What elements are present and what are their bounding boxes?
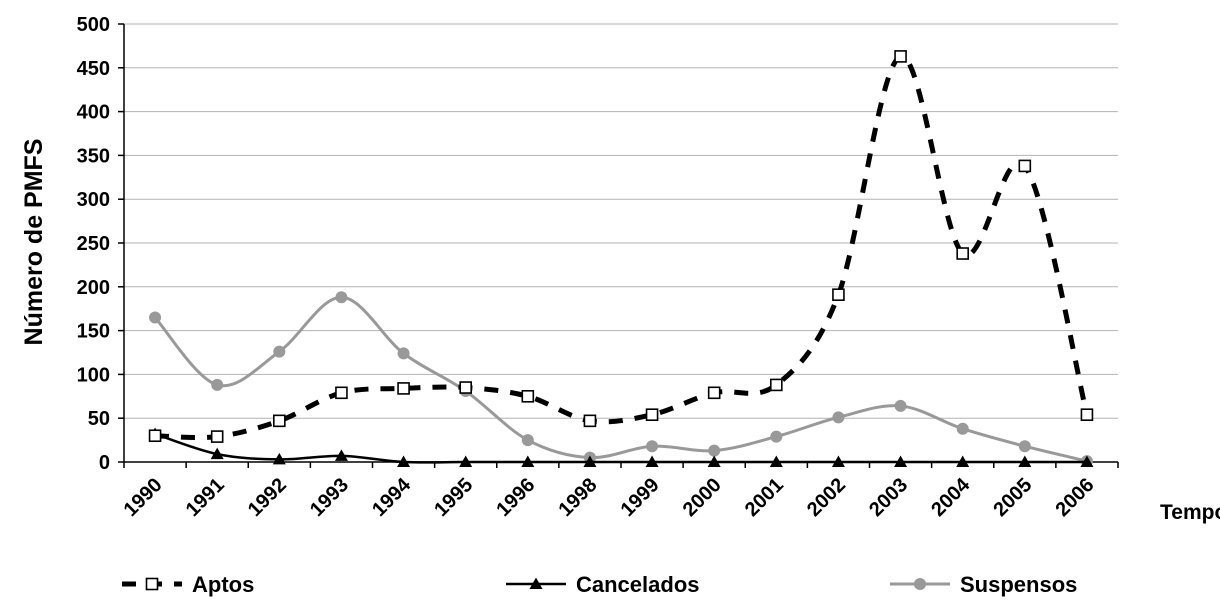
data-point: [769, 455, 783, 467]
legend-marker: [145, 577, 159, 591]
data-point: [397, 455, 411, 467]
y-tick-label: 250: [77, 233, 110, 255]
data-point: [210, 447, 224, 460]
x-tick-label: 1994: [368, 473, 416, 521]
series-line: [153, 295, 1088, 463]
data-point: [273, 414, 286, 428]
data-point: [956, 247, 969, 260]
x-tick-label: 2001: [741, 474, 788, 521]
x-tick-label: 2006: [1051, 474, 1098, 521]
legend-item-suspensos: Suspensos: [890, 572, 1077, 597]
data-point: [521, 434, 534, 447]
series-suspensos: [149, 291, 1093, 468]
x-tick-label: 1996: [492, 474, 539, 521]
data-point: [335, 386, 348, 400]
x-tick-label: 1991: [182, 474, 229, 521]
data-point: [645, 455, 659, 467]
data-point: [708, 444, 721, 457]
data-point: [334, 449, 348, 461]
data-point: [1080, 455, 1094, 467]
gridlines: [124, 23, 1118, 419]
data-point: [211, 378, 224, 391]
x-tick-label: 2003: [865, 474, 912, 521]
x-tick-label: 2005: [989, 474, 1036, 521]
data-point: [956, 455, 970, 467]
data-point: [956, 422, 969, 435]
data-point: [397, 347, 410, 360]
data-point: [148, 429, 162, 443]
data-point: [832, 411, 845, 424]
x-tick-label: 2004: [927, 473, 975, 521]
y-tick-label: 300: [77, 189, 110, 211]
x-axis: 1990 1991 1992 1993 1994 1995 1996 1998 1999 2000…: [120, 461, 1119, 521]
y-axis-title: Número de PMFS: [20, 139, 48, 346]
data-point: [1018, 455, 1032, 467]
data-point: [894, 50, 907, 63]
data-point: [335, 291, 348, 304]
data-point: [459, 381, 472, 394]
data-point: [149, 311, 162, 324]
series-aptos: [148, 50, 1094, 443]
data-point: [1080, 408, 1094, 421]
series-layer: [148, 50, 1094, 468]
x-tick-label: 1990: [120, 474, 167, 521]
series-line: [154, 432, 1087, 464]
legend-item-aptos: Aptos: [122, 572, 254, 597]
legend-label: Cancelados: [576, 572, 700, 597]
data-point: [770, 378, 783, 392]
legend-label: Suspensos: [960, 572, 1077, 597]
data-point: [272, 452, 286, 465]
data-point: [770, 430, 783, 443]
legend-marker: [529, 577, 543, 589]
data-point: [894, 455, 908, 467]
data-point: [583, 455, 597, 467]
legend: Aptos Cancelados Suspensos: [122, 572, 1077, 597]
x-tick-label: 2002: [803, 474, 850, 521]
legend-item-cancelados: Cancelados: [506, 572, 700, 597]
y-tick-label: 500: [77, 14, 110, 36]
y-tick-label: 200: [77, 277, 110, 299]
data-point: [831, 455, 845, 467]
data-point: [521, 455, 535, 467]
y-tick-label: 50: [88, 408, 110, 430]
x-tick-label: 1992: [244, 474, 291, 521]
data-point: [397, 382, 410, 395]
y-tick-label: 450: [77, 58, 110, 80]
x-tick-label: 1999: [617, 474, 664, 521]
data-point: [583, 414, 597, 428]
y-tick-label: 400: [77, 102, 110, 124]
x-axis-title: Tempo: [1160, 501, 1220, 524]
y-tick-label: 150: [77, 321, 110, 343]
data-point: [273, 345, 286, 358]
data-point: [645, 408, 659, 421]
legend-marker: [914, 578, 926, 590]
data-point: [459, 455, 473, 467]
y-tick-label: 350: [77, 145, 110, 167]
x-tick-label: 1995: [430, 474, 477, 521]
y-axis: 0 50 100 150 200 250 300 350 400 450 500: [77, 14, 125, 474]
data-point: [210, 430, 224, 443]
data-point: [1018, 440, 1031, 453]
data-point: [707, 455, 721, 467]
x-tick-label: 2000: [679, 474, 726, 521]
series-cancelados: [148, 427, 1094, 467]
data-point: [707, 386, 721, 400]
x-tick-label: 1993: [306, 474, 353, 521]
legend-label: Aptos: [192, 572, 254, 597]
x-tick-label: 1998: [554, 474, 601, 521]
series-line: [154, 53, 1090, 441]
data-point: [646, 440, 659, 453]
data-point: [1018, 159, 1032, 173]
data-point: [832, 288, 845, 301]
y-tick-label: 0: [99, 452, 110, 474]
data-point: [894, 399, 907, 412]
data-point: [521, 389, 535, 403]
y-tick-label: 100: [77, 364, 110, 386]
